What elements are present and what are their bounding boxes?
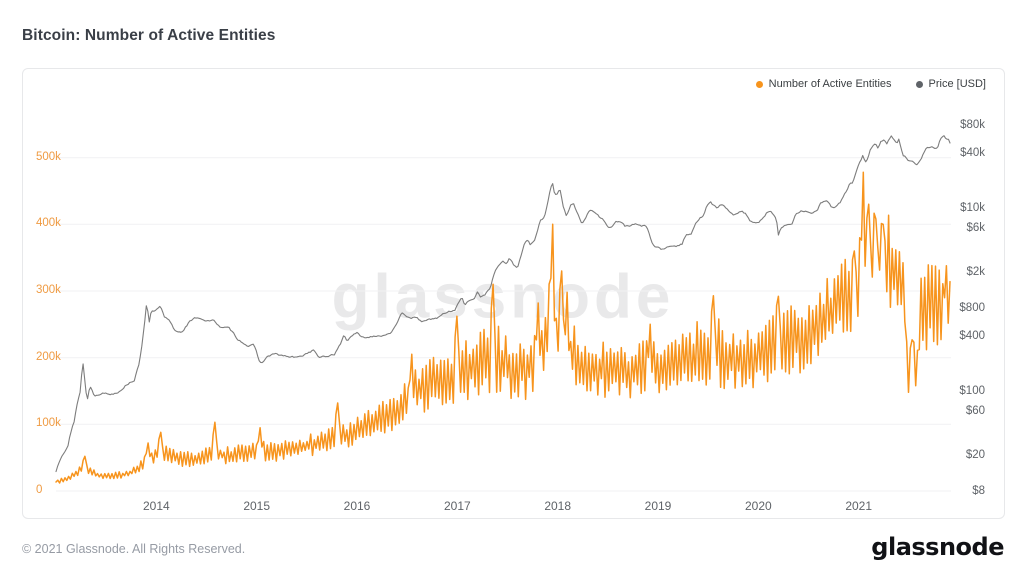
chart-legend: Number of Active Entities Price [USD] (755, 78, 986, 90)
watermark: glassnode (331, 262, 675, 332)
y-left-tick: 100k (36, 417, 61, 430)
legend-dot-icon (755, 80, 763, 88)
y-right-tick: $6k (966, 221, 985, 234)
plot-area[interactable]: glassnode 500k 400k 300k 200k 100k 0 $80k $40k… (23, 69, 1004, 518)
x-tick: 2018 (544, 499, 572, 513)
y-left-tick: 0 (36, 484, 43, 496)
y-right-tick: $20 (965, 448, 985, 461)
legend-item-active-entities[interactable]: Number of Active Entities (755, 78, 892, 90)
x-tick: 2016 (343, 499, 371, 513)
x-tick: 2015 (243, 499, 271, 513)
y-right-tick: $8 (972, 484, 985, 497)
y-right-tick: $60 (965, 404, 985, 417)
y-left-tick: 400k (36, 217, 61, 230)
chart-title: Bitcoin: Number of Active Entities (22, 27, 276, 44)
x-tick: 2020 (744, 499, 772, 513)
legend-label: Price [USD] (928, 78, 986, 90)
glassnode-logo: glassnode (871, 533, 1004, 561)
y-right-tick: $400 (959, 329, 985, 342)
y-right-tick: $80k (960, 118, 985, 131)
legend-item-price[interactable]: Price [USD] (915, 78, 986, 90)
x-tick: 2021 (845, 499, 873, 513)
y-left-tick: 200k (36, 350, 61, 363)
y-left-tick: 300k (36, 284, 61, 296)
chart-canvas[interactable] (23, 69, 1005, 519)
x-tick: 2019 (644, 499, 672, 513)
chart-card: Number of Active Entities Price [USD] gla… (22, 68, 1005, 519)
y-right-tick: $40k (960, 146, 985, 159)
entities-series-line (55, 171, 951, 484)
y-right-tick: $100 (959, 384, 985, 397)
y-left-tick: 500k (36, 150, 61, 163)
y-right-tick: $2k (966, 265, 985, 278)
legend-dot-icon (915, 80, 923, 88)
y-right-tick: $10k (960, 201, 985, 214)
gridlines (56, 157, 951, 492)
copyright-text: © 2021 Glassnode. All Rights Reserved. (22, 542, 246, 556)
x-tick: 2017 (443, 499, 471, 513)
legend-label: Number of Active Entities (768, 78, 892, 90)
y-right-tick: $800 (959, 301, 985, 314)
x-tick: 2014 (142, 499, 170, 513)
price-series-line (55, 135, 951, 473)
